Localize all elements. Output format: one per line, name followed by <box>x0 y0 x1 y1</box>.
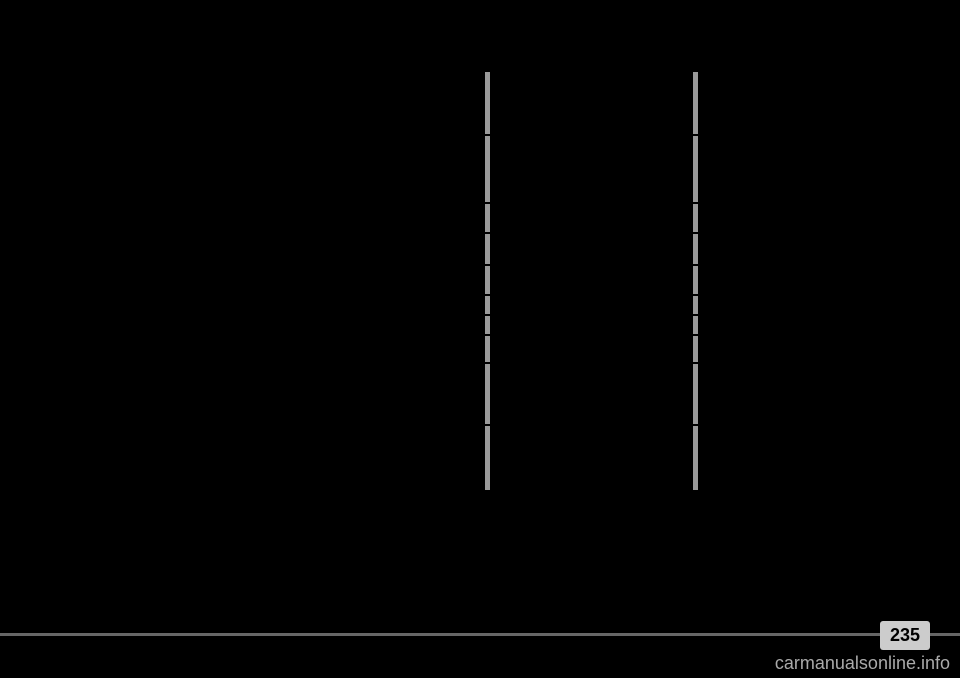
divider-tick <box>693 334 698 336</box>
divider-tick <box>485 202 490 204</box>
divider-tick <box>693 202 698 204</box>
divider-tick <box>693 232 698 234</box>
divider-tick <box>485 294 490 296</box>
divider-tick <box>693 134 698 136</box>
watermark-text: carmanualsonline.info <box>775 653 950 674</box>
column-divider-2 <box>693 72 698 490</box>
divider-tick <box>485 314 490 316</box>
divider-tick <box>485 362 490 364</box>
divider-tick <box>693 314 698 316</box>
divider-tick <box>485 424 490 426</box>
divider-tick <box>485 232 490 234</box>
column-divider-1 <box>485 72 490 490</box>
divider-tick <box>485 264 490 266</box>
divider-tick <box>693 362 698 364</box>
divider-tick <box>485 134 490 136</box>
divider-tick <box>485 334 490 336</box>
divider-tick <box>693 424 698 426</box>
footer-line <box>0 633 960 636</box>
page-container: 235 carmanualsonline.info <box>0 0 960 678</box>
divider-tick <box>693 294 698 296</box>
divider-tick <box>693 264 698 266</box>
page-number-badge: 235 <box>880 621 930 650</box>
